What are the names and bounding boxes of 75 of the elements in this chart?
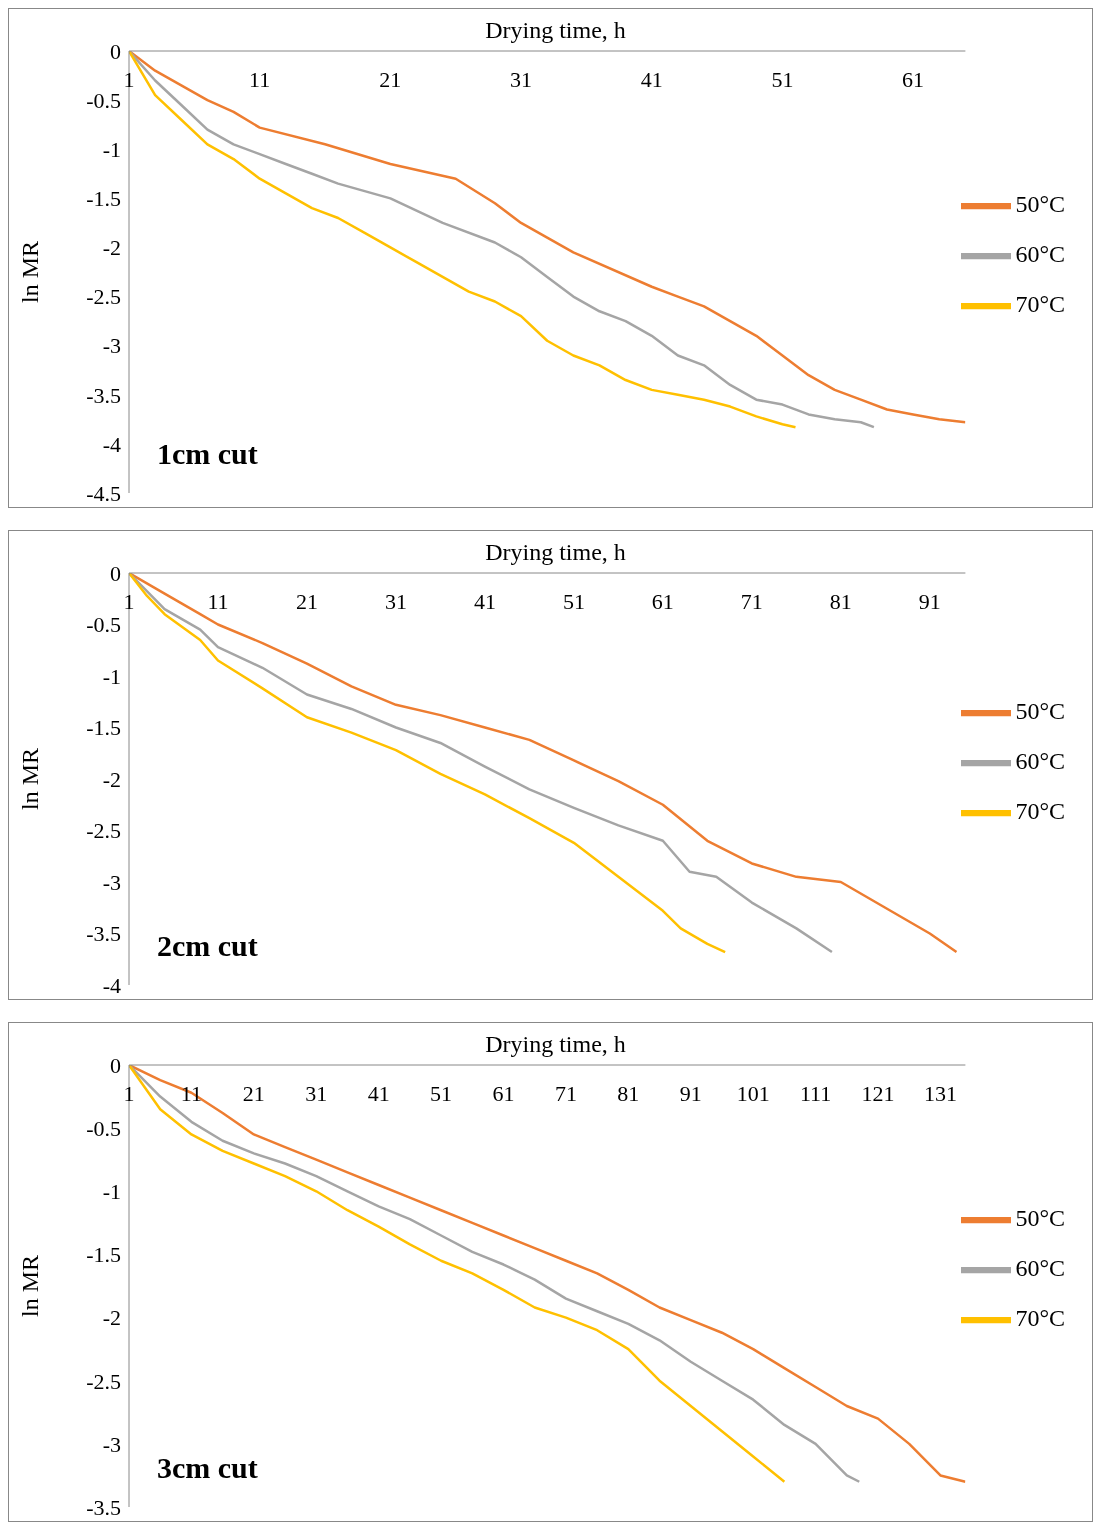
y-axis-title: ln MR <box>16 1254 43 1318</box>
annotation: 2cm cut <box>157 929 258 963</box>
legend-label: 60°C <box>1015 1254 1065 1281</box>
x-tick-label: 1 <box>123 67 135 92</box>
y-tick-label: 0 <box>110 38 121 64</box>
x-tick-label: 91 <box>679 1081 702 1106</box>
x-tick-label: 51 <box>771 67 794 92</box>
y-tick-label: -2 <box>102 766 121 792</box>
y-tick-label: -3.5 <box>86 1494 121 1520</box>
x-tick-label: 11 <box>207 589 229 614</box>
x-tick-label: 101 <box>736 1081 770 1106</box>
y-tick-label: -3 <box>102 869 121 895</box>
y-tick-label: -0.5 <box>86 1115 121 1141</box>
y-tick-label: -2 <box>102 1305 121 1331</box>
x-tick-label: 51 <box>562 589 585 614</box>
y-tick-label: -1.5 <box>86 1242 121 1268</box>
x-axis-title: Drying time, h <box>484 17 627 44</box>
y-tick-label: -3 <box>102 1431 121 1457</box>
y-tick-label: -0.5 <box>86 612 121 638</box>
x-tick-label: 111 <box>799 1081 832 1106</box>
y-tick-label: -2.5 <box>86 284 121 310</box>
y-tick-label: -1 <box>102 663 121 689</box>
y-tick-label: -3.5 <box>86 382 121 408</box>
x-tick-label: 61 <box>492 1081 515 1106</box>
x-axis-title: Drying time, h <box>484 1031 627 1058</box>
x-tick-label: 41 <box>473 589 496 614</box>
y-tick-label: -1 <box>102 1179 121 1205</box>
y-tick-label: -4 <box>102 431 121 457</box>
x-tick-label: 21 <box>242 1081 265 1106</box>
y-axis-title: ln MR <box>16 747 43 811</box>
x-tick-label: 61 <box>902 67 925 92</box>
x-tick-label: 1 <box>123 589 135 614</box>
x-tick-label: 131 <box>923 1081 957 1106</box>
x-tick-label: 121 <box>861 1081 895 1106</box>
y-tick-label: -1.5 <box>86 186 121 212</box>
x-tick-label: 81 <box>829 589 852 614</box>
legend-label: 70°C <box>1015 290 1065 317</box>
x-tick-label: 81 <box>617 1081 640 1106</box>
y-tick-label: -4 <box>102 972 121 998</box>
y-tick-label: -3.5 <box>86 921 121 947</box>
x-axis-title: Drying time, h <box>484 539 627 566</box>
y-tick-label: -2.5 <box>86 1368 121 1394</box>
x-tick-label: 31 <box>384 589 407 614</box>
x-tick-label: 61 <box>651 589 674 614</box>
legend-label: 70°C <box>1015 797 1065 824</box>
y-tick-label: 0 <box>110 560 121 586</box>
x-tick-label: 21 <box>379 67 402 92</box>
legend-label: 50°C <box>1015 1204 1065 1231</box>
x-tick-label: 71 <box>554 1081 577 1106</box>
y-axis-title: ln MR <box>16 240 43 304</box>
x-tick-label: 41 <box>367 1081 390 1106</box>
x-tick-label: 21 <box>295 589 318 614</box>
x-tick-label: 41 <box>640 67 663 92</box>
legend-label: 50°C <box>1015 190 1065 217</box>
x-tick-label: 31 <box>510 67 533 92</box>
legend-label: 70°C <box>1015 1304 1065 1331</box>
y-tick-label: -1.5 <box>86 715 121 741</box>
legend-label: 50°C <box>1015 697 1065 724</box>
x-tick-label: 71 <box>740 589 763 614</box>
y-tick-label: -3 <box>102 333 121 359</box>
x-tick-label: 91 <box>918 589 941 614</box>
y-tick-label: -4.5 <box>86 480 121 506</box>
x-tick-label: 51 <box>430 1081 453 1106</box>
y-tick-label: -1 <box>102 137 121 163</box>
annotation: 3cm cut <box>157 1451 258 1485</box>
x-tick-label: 1 <box>123 1081 135 1106</box>
y-tick-label: -0.5 <box>86 87 121 113</box>
legend-label: 60°C <box>1015 240 1065 267</box>
x-tick-label: 31 <box>305 1081 328 1106</box>
legend-label: 60°C <box>1015 747 1065 774</box>
y-tick-label: 0 <box>110 1052 121 1078</box>
y-tick-label: -2.5 <box>86 818 121 844</box>
x-tick-label: 11 <box>249 67 271 92</box>
annotation: 1cm cut <box>157 437 258 471</box>
y-tick-label: -2 <box>102 235 121 261</box>
